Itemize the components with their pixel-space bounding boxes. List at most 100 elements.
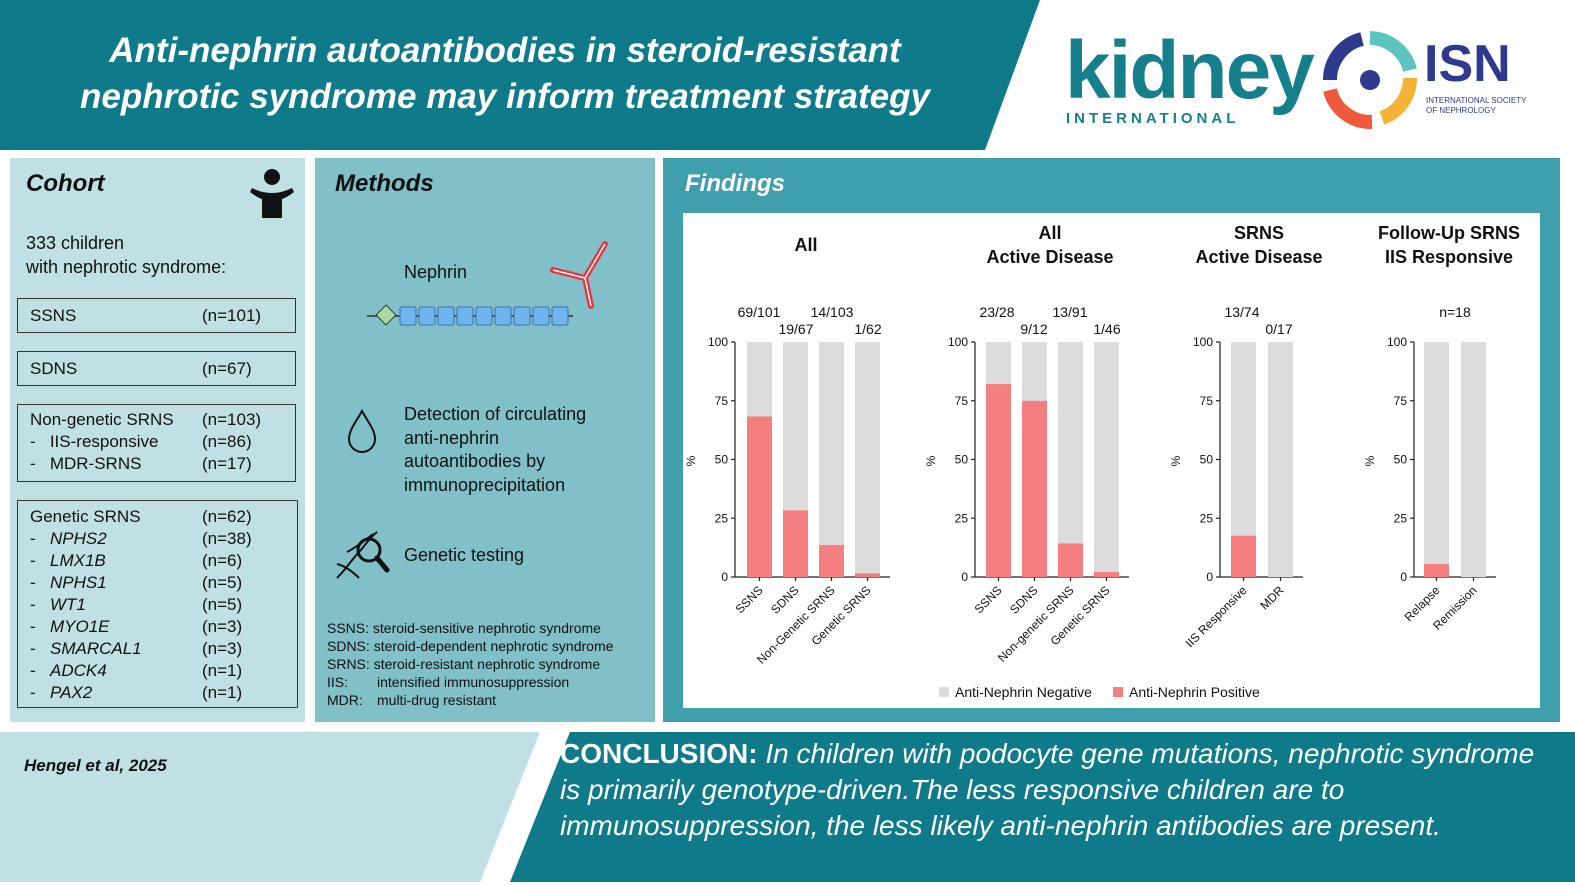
y-tick-label: 25 <box>955 511 969 525</box>
isn-sub-line-2: OF NEPHROLOGY <box>1426 106 1496 115</box>
gene-row: - ADCK4 (n=1) <box>30 661 242 681</box>
chart-title: Active Disease <box>1195 247 1322 267</box>
bar-positive <box>1094 571 1119 577</box>
cohort-title: Cohort <box>26 170 105 197</box>
y-tick-label: 75 <box>715 394 729 408</box>
row-count: (n=1) <box>202 661 243 680</box>
findings-chart-area: All 0 25 50 75 100% SSNS SDNS Non-Genetic SRNS Ge… <box>683 213 1540 708</box>
y-tick-label: 100 <box>1387 335 1407 349</box>
abbreviation-item: MDR: multi-drug resistant <box>327 692 496 708</box>
nephrin-molecule-icon <box>367 304 573 326</box>
title-banner <box>0 0 1040 150</box>
methods-title: Methods <box>335 170 434 197</box>
conclusion-text: In children with podocyte gene mutations… <box>560 738 1535 841</box>
y-tick-label: 75 <box>1394 394 1408 408</box>
genetic-srns-box: Genetic SRNS (n=62) - NPHS2 (n=38) - LMX1B (n… <box>17 500 298 708</box>
data-label: 19/67 <box>778 321 813 337</box>
abbr-value: steroid-sensitive nephrotic syndrome <box>372 620 601 636</box>
legend-label-negative: Anti-Nephrin Negative <box>955 684 1092 700</box>
row-count: (n=101) <box>202 306 262 325</box>
abbreviation-item: SRNS: steroid-resistant nephrotic syndro… <box>327 656 600 672</box>
data-label: 14/103 <box>811 304 854 320</box>
row-count: (n=6) <box>202 551 243 570</box>
kidney-international-logo-sub: INTERNATIONAL <box>1066 110 1240 127</box>
abbreviation-item: SSNS: steroid-sensitive nephrotic syndro… <box>327 620 601 636</box>
row-label: - MDR-SRNS <box>30 454 142 473</box>
citation-band <box>0 732 540 882</box>
nongenetic-srns-box: Non-genetic SRNS (n=103) - IIS-responsive… <box>17 404 296 482</box>
bar-negative <box>819 342 844 546</box>
bar-negative <box>1231 342 1256 536</box>
gene-row: - NPHS2 (n=38) <box>30 529 252 549</box>
bar-positive <box>747 416 772 577</box>
row-count: (n=3) <box>202 617 243 636</box>
cohort-intro-line-2: with nephrotic syndrome: <box>26 257 227 277</box>
row-dash: - <box>30 595 36 614</box>
bar-positive <box>1022 400 1047 577</box>
legend-swatch-negative <box>939 687 949 697</box>
data-label: 13/91 <box>1052 304 1087 320</box>
cohort-intro: 333 children with nephrotic syndrome: <box>26 231 226 279</box>
legend-label-positive: Anti-Nephrin Positive <box>1129 684 1260 700</box>
droplet-icon <box>347 408 377 453</box>
antibody-icon <box>550 241 608 309</box>
bar-negative <box>855 342 880 574</box>
row-label: - IIS-responsive <box>30 432 159 451</box>
y-tick-label: 0 <box>1400 570 1407 584</box>
bar-positive <box>819 545 844 577</box>
x-tick-label: MDR <box>1257 583 1286 612</box>
y-tick-label: 75 <box>1200 394 1214 408</box>
chart-title: All <box>794 235 817 255</box>
bar-negative <box>1424 342 1449 564</box>
gene-row: - MYO1E (n=3) <box>30 617 242 637</box>
gene-row: - NPHS1 (n=5) <box>30 573 242 593</box>
bar-positive <box>1058 543 1083 577</box>
bar-positive <box>783 510 808 577</box>
bar-negative <box>1022 342 1047 401</box>
row-label: SDNS <box>30 359 78 378</box>
conclusion-label: CONCLUSION: <box>560 738 758 769</box>
row-count: (n=1) <box>202 683 243 702</box>
data-label: 69/101 <box>738 304 781 320</box>
chart-title: Active Disease <box>986 247 1113 267</box>
bar-negative <box>783 342 808 511</box>
y-tick-label: 50 <box>1394 453 1408 467</box>
row-dash: - <box>30 529 36 548</box>
y-tick-label: 75 <box>955 394 969 408</box>
x-tick-label: SDNS <box>768 583 801 616</box>
cohort-row: - IIS-responsive (n=86) <box>30 432 252 452</box>
x-tick-label: IIS Responsive <box>1183 583 1250 650</box>
y-axis-label: % <box>1363 455 1377 466</box>
y-tick-label: 0 <box>1206 570 1213 584</box>
gene-name: NPHS2 <box>50 529 107 548</box>
abbr-value: intensified immunosuppression <box>377 674 570 690</box>
legend-swatch-positive <box>1113 687 1123 697</box>
row-label: SSNS <box>30 306 77 325</box>
abbr-key: MDR: <box>327 692 363 708</box>
bar-positive <box>1424 563 1449 577</box>
bar-negative <box>1461 342 1486 577</box>
row-label: Genetic SRNS <box>30 507 141 526</box>
bar-negative <box>1268 342 1293 577</box>
abbr-key: SRNS: <box>327 656 370 672</box>
row-count: (n=3) <box>202 639 243 658</box>
row-dash: - <box>30 573 36 592</box>
gene-name: MYO1E <box>50 617 110 636</box>
isn-logo-text: ISN <box>1424 35 1511 93</box>
y-tick-label: 50 <box>715 453 729 467</box>
sdns-box: SDNS (n=67) <box>17 351 296 386</box>
cohort-row: SDNS (n=67) <box>30 359 252 379</box>
cohort-row: Genetic SRNS (n=62) <box>30 507 252 527</box>
y-axis-label: % <box>1169 455 1183 466</box>
x-tick-label: SSNS <box>972 583 1005 616</box>
row-dash: - <box>30 551 36 570</box>
gene-name: LMX1B <box>50 551 106 570</box>
chart-title: All <box>1038 223 1061 243</box>
row-count: (n=38) <box>202 529 252 548</box>
bar-negative <box>747 342 772 417</box>
row-label: Non-genetic SRNS <box>30 410 174 429</box>
detection-line: immunoprecipitation <box>404 474 566 495</box>
x-tick-label: SDNS <box>1007 583 1040 616</box>
gene-row: - LMX1B (n=6) <box>30 551 242 571</box>
row-count: (n=67) <box>202 359 252 378</box>
